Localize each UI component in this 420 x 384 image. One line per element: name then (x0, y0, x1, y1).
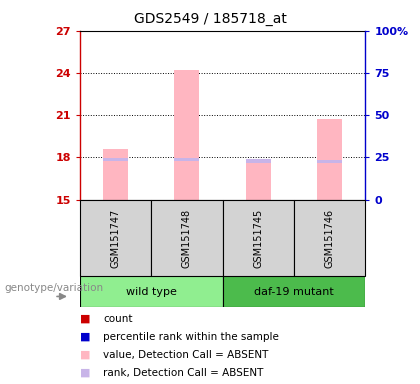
Text: percentile rank within the sample: percentile rank within the sample (103, 332, 279, 342)
Text: rank, Detection Call = ABSENT: rank, Detection Call = ABSENT (103, 368, 263, 378)
Text: GSM151746: GSM151746 (325, 209, 335, 268)
Bar (317, 119, 342, 200)
Text: ■: ■ (80, 368, 90, 378)
Bar (317, 160, 342, 164)
Text: ■: ■ (80, 350, 90, 360)
Bar (174, 158, 199, 161)
Text: GSM151748: GSM151748 (182, 209, 192, 268)
Bar (103, 149, 128, 200)
Text: ■: ■ (80, 332, 90, 342)
Text: value, Detection Call = ABSENT: value, Detection Call = ABSENT (103, 350, 268, 360)
Text: count: count (103, 314, 132, 324)
Bar (174, 70, 199, 200)
Bar (80, 276, 223, 307)
Bar (223, 200, 294, 276)
Bar (103, 158, 128, 161)
Text: daf-19 mutant: daf-19 mutant (254, 287, 334, 297)
Text: ■: ■ (80, 314, 90, 324)
Text: GSM151747: GSM151747 (110, 209, 121, 268)
Bar (223, 276, 365, 307)
Bar (151, 200, 223, 276)
Bar (294, 200, 365, 276)
Text: GDS2549 / 185718_at: GDS2549 / 185718_at (134, 12, 286, 25)
Bar (246, 160, 271, 200)
Bar (80, 200, 151, 276)
Bar (246, 159, 271, 163)
Text: genotype/variation: genotype/variation (4, 283, 103, 293)
Text: wild type: wild type (126, 287, 177, 297)
Text: GSM151745: GSM151745 (253, 209, 263, 268)
